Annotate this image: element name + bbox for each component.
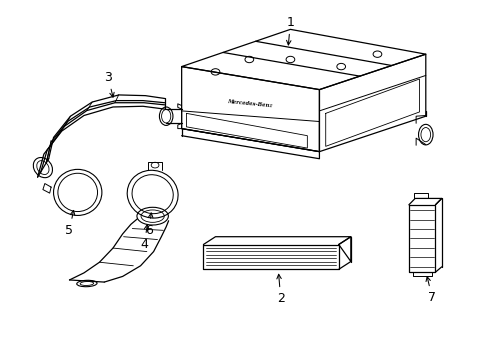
Text: 2: 2 xyxy=(276,274,284,305)
Text: 1: 1 xyxy=(286,16,294,45)
Text: Mercedes-Benz: Mercedes-Benz xyxy=(227,99,273,108)
Text: 4: 4 xyxy=(140,225,148,251)
Text: 5: 5 xyxy=(65,211,75,237)
Text: 3: 3 xyxy=(104,71,114,97)
Text: 6: 6 xyxy=(145,213,153,237)
Text: 7: 7 xyxy=(425,277,435,304)
